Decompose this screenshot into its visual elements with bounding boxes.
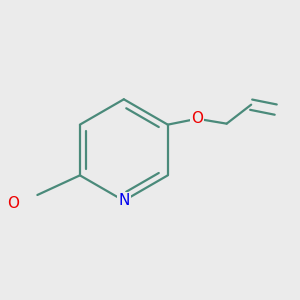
Text: O: O (191, 111, 203, 126)
Text: N: N (118, 193, 130, 208)
Text: O: O (7, 196, 19, 211)
